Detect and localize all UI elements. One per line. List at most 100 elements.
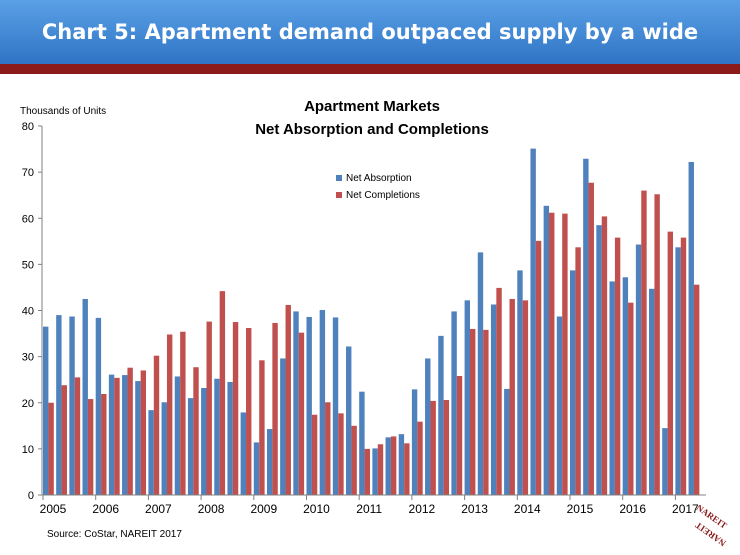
bar-net-absorption: [622, 277, 629, 495]
bar-net-completions: [562, 213, 568, 495]
bar-net-absorption: [82, 298, 88, 495]
x-tick-label: 2013: [461, 502, 488, 516]
x-tick-label: 2015: [567, 502, 594, 516]
bar-net-completions: [246, 328, 252, 495]
bar-net-completions: [219, 291, 226, 495]
bar-net-absorption: [306, 316, 312, 495]
y-tick-label: 80: [22, 121, 34, 133]
bar-net-completions: [325, 402, 331, 495]
bar-net-completions: [285, 304, 291, 495]
bar-net-completions: [351, 425, 357, 495]
bar-net-absorption: [411, 389, 418, 495]
y-tick-label: 0: [28, 490, 34, 502]
bar-net-completions: [311, 414, 318, 495]
bar-net-completions: [417, 421, 423, 495]
bar-net-absorption: [662, 428, 668, 495]
legend-label: Net Completions: [346, 190, 420, 201]
bar-net-completions: [48, 402, 54, 495]
bar-net-absorption: [266, 429, 273, 495]
bar-net-completions: [575, 247, 581, 495]
nareit-logo: NAREIT NAREIT: [693, 505, 729, 548]
bar-net-absorption: [688, 161, 694, 495]
bar-net-absorption: [609, 281, 615, 495]
bar-net-absorption: [438, 335, 444, 495]
bar-net-completions: [601, 216, 608, 495]
bar-net-completions: [430, 400, 436, 495]
bar-net-completions: [114, 377, 120, 495]
bar-net-completions: [193, 367, 199, 495]
title-underline: [0, 64, 740, 74]
y-tick-label: 10: [22, 444, 34, 456]
bar-net-completions: [641, 190, 647, 495]
bar-net-absorption: [122, 375, 128, 495]
bar-net-completions: [166, 334, 173, 495]
title-banner: [0, 0, 740, 64]
bar-net-absorption: [398, 434, 405, 495]
y-tick-label: 40: [22, 306, 34, 318]
bar-net-completions: [469, 328, 476, 495]
bar-net-completions: [693, 284, 700, 495]
bar-net-completions: [522, 300, 529, 495]
y-axis-label: Thousands of Units: [20, 106, 106, 117]
bar-net-absorption: [583, 158, 589, 495]
bar-net-completions: [654, 194, 660, 495]
source-note: Source: CoStar, NAREIT 2017: [47, 529, 182, 540]
x-tick-label: 2007: [145, 502, 172, 516]
bar-net-absorption: [530, 148, 536, 495]
bar-net-absorption: [556, 316, 563, 495]
bar-net-absorption: [187, 398, 194, 495]
x-tick-label: 2014: [514, 502, 541, 516]
y-tick-label: 70: [22, 167, 34, 179]
bar-net-completions: [364, 448, 370, 496]
bar-net-absorption: [95, 317, 102, 495]
x-tick-label: 2006: [92, 502, 119, 516]
bar-net-completions: [535, 240, 542, 495]
bar-net-absorption: [293, 311, 299, 495]
bar-net-absorption: [148, 410, 154, 495]
bar-net-absorption: [201, 387, 207, 495]
x-tick-label: 2011: [356, 502, 382, 516]
bar-net-completions: [509, 298, 515, 495]
bar-net-absorption: [543, 205, 550, 496]
bar-net-completions: [338, 413, 344, 495]
bar-net-absorption: [227, 381, 233, 495]
bar-net-absorption: [280, 358, 286, 495]
plot-area: 0 10 20 30 40 50 60 70 80 2005 2006 2007 2008 2009 201…: [22, 121, 706, 516]
bar-net-absorption: [504, 388, 510, 495]
bar-net-absorption: [372, 448, 378, 495]
y-tick-label: 60: [22, 213, 34, 225]
bar-net-completions: [667, 231, 674, 495]
bar-net-completions: [680, 237, 687, 495]
bar-net-absorption: [359, 391, 365, 495]
bar-net-absorption: [635, 244, 642, 495]
bar-net-absorption: [332, 317, 339, 495]
bar-net-completions: [180, 331, 186, 495]
bar-net-absorption: [596, 225, 602, 496]
bar-net-completions: [483, 329, 489, 495]
y-tick-label: 30: [22, 352, 34, 364]
bar-net-absorption: [517, 270, 523, 495]
legend: Net Absorption Net Completions: [336, 173, 420, 201]
bar-net-completions: [272, 322, 278, 495]
bar-net-absorption: [649, 288, 655, 495]
bar-net-completions: [61, 385, 67, 495]
bar-net-absorption: [135, 381, 141, 495]
bar-net-completions: [259, 360, 265, 495]
chart-subtitle: Net Absorption and Completions: [255, 121, 489, 138]
bar-net-completions: [588, 182, 594, 495]
legend-label: Net Absorption: [346, 173, 412, 184]
bar-net-absorption: [451, 311, 457, 495]
x-tick-label: 2016: [619, 502, 646, 516]
bar-net-absorption: [425, 358, 431, 495]
bar-net-completions: [614, 237, 621, 495]
bar-net-absorption: [319, 310, 326, 495]
x-tick-label: 2017: [672, 502, 699, 516]
bar-net-completions: [206, 321, 212, 495]
x-tick-label: 2012: [409, 502, 436, 516]
legend-swatch: [336, 175, 342, 181]
bar-net-completions: [496, 287, 502, 495]
bar-net-completions: [87, 399, 94, 495]
y-tick-label: 20: [22, 398, 34, 410]
bar-net-completions: [101, 393, 107, 495]
bar-net-absorption: [56, 315, 62, 495]
